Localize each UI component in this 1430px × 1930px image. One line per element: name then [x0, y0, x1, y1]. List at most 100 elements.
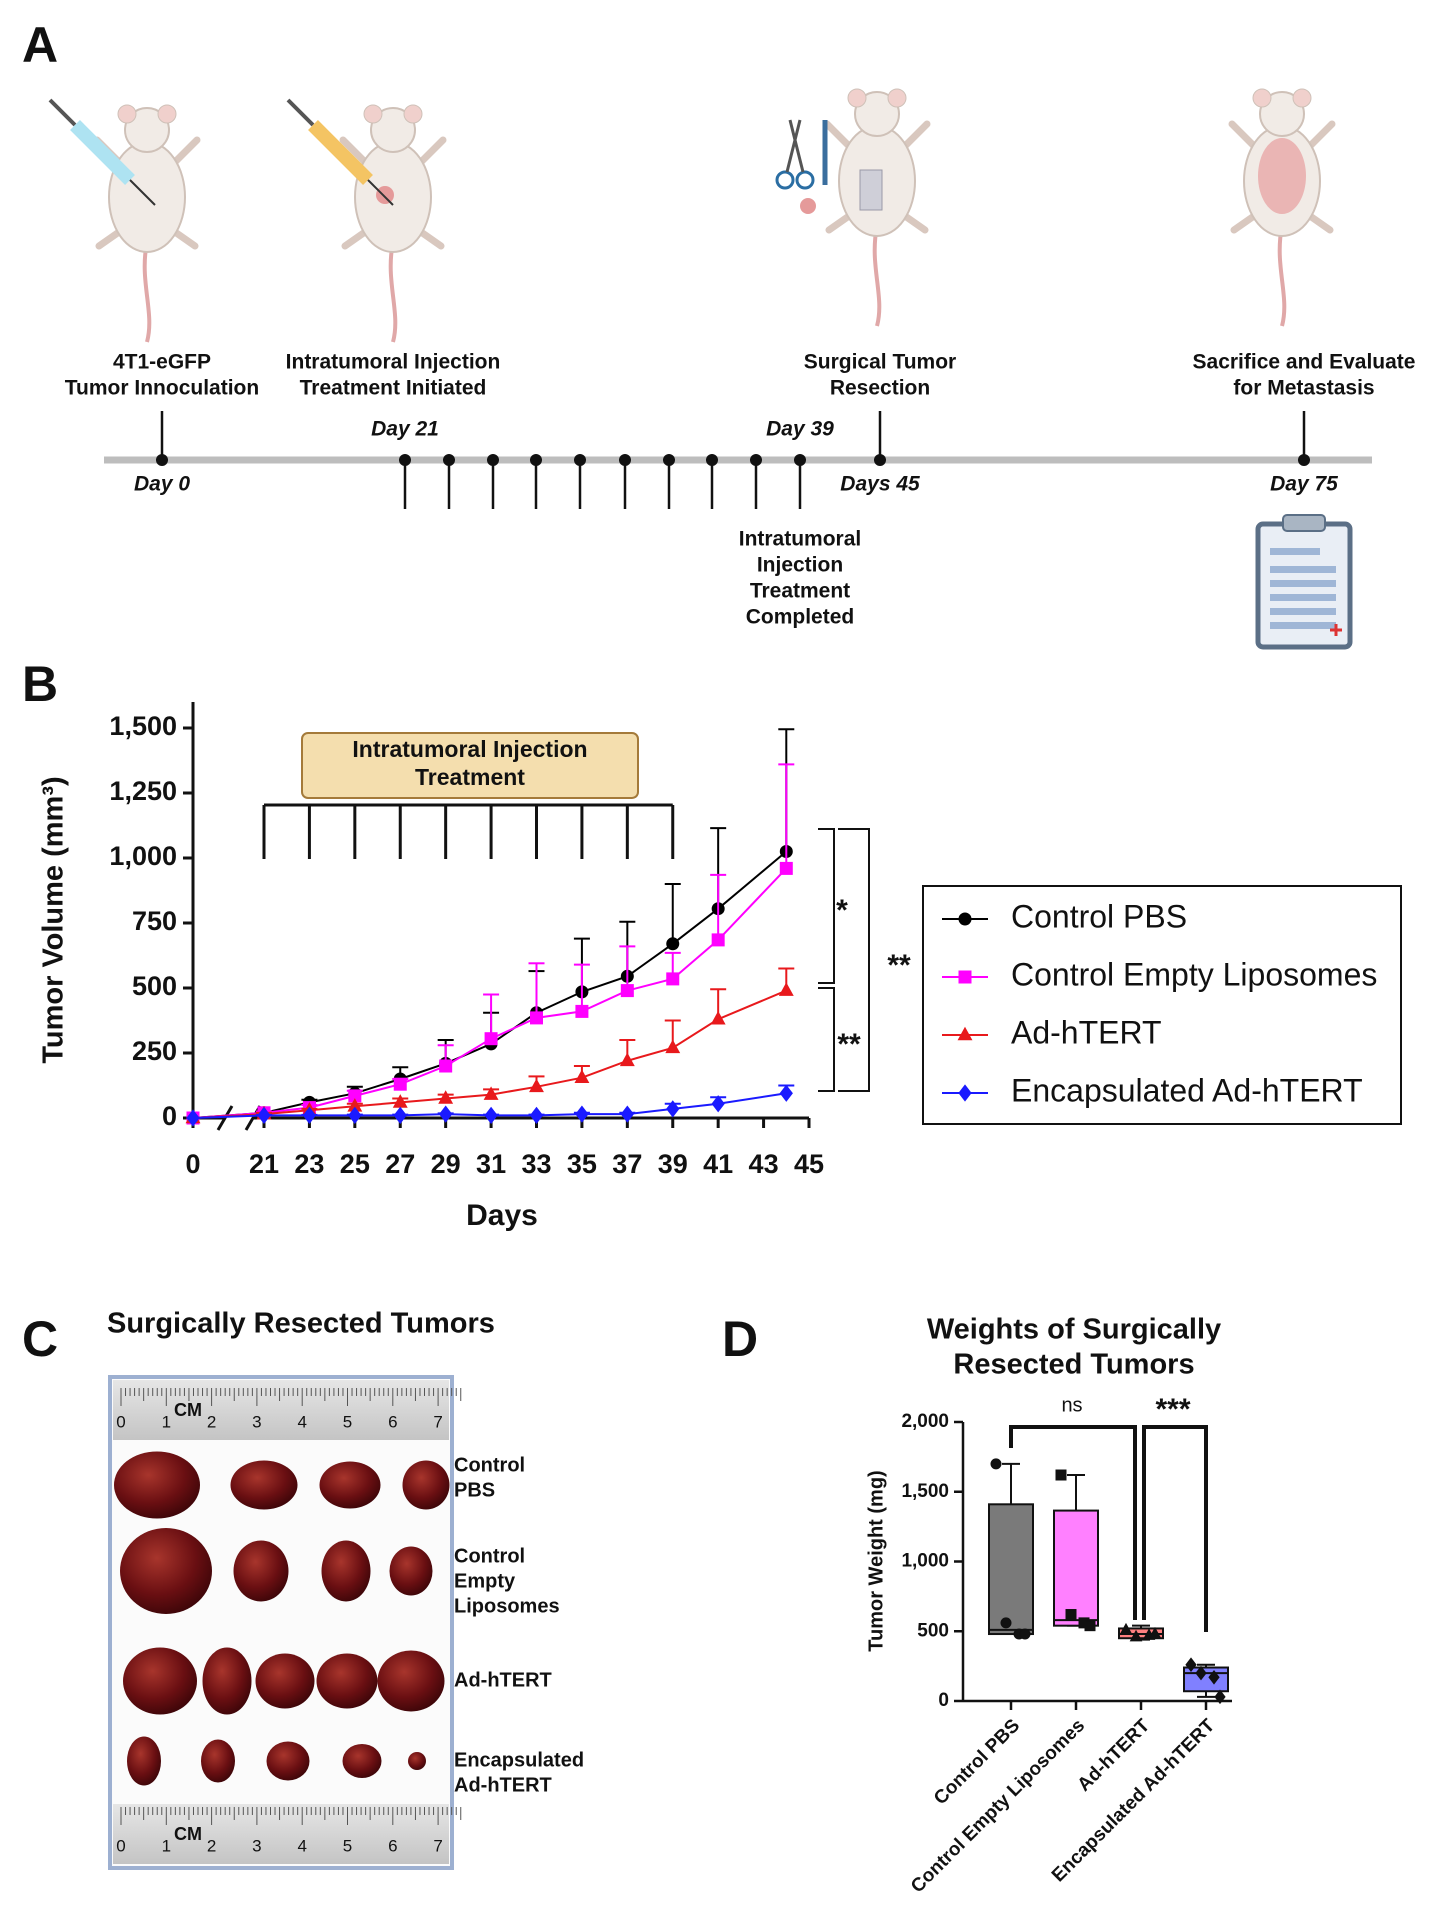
injection-dot: [794, 454, 806, 466]
data-point: [1195, 1665, 1207, 1681]
data-point: [1129, 1629, 1143, 1642]
data-point: [439, 1105, 453, 1123]
ruler-label: 7: [433, 1836, 442, 1855]
data-point: [1065, 1609, 1077, 1621]
tumor: [316, 1653, 378, 1709]
legend-label: Control Empty Liposomes: [1011, 956, 1377, 992]
mouse-ear: [403, 104, 423, 124]
data-point: [1000, 1617, 1012, 1629]
scissors: [795, 170, 815, 190]
ruler-label: 0: [116, 1412, 125, 1431]
mouse-limbs: [339, 136, 447, 250]
legend-marker: [958, 970, 972, 984]
data-point: [186, 1109, 200, 1127]
data-point: [619, 1052, 635, 1067]
ruler-unit: CM: [174, 1400, 202, 1420]
data-point: [484, 1032, 498, 1046]
mouse-head: [124, 107, 170, 153]
ruler-label: 4: [297, 1412, 306, 1431]
row-label: Encapsulated: [454, 1749, 584, 1771]
y-axis-title: Tumor Volume (mm³): [38, 776, 70, 1063]
y-tick-label: 0: [938, 1690, 949, 1711]
ruler-label: 3: [252, 1412, 261, 1431]
y-tick-label: 250: [132, 1036, 177, 1066]
row-label: Ad-hTERT: [454, 1669, 552, 1691]
injection-dot: [443, 454, 455, 466]
ruler-label: 1: [162, 1412, 171, 1431]
y-tick-label: 1,500: [109, 711, 177, 741]
tumor: [201, 1739, 235, 1783]
data-point: [666, 972, 680, 986]
mouse-ear: [847, 88, 867, 108]
tumor: [342, 1744, 382, 1778]
tumor: [402, 1460, 450, 1510]
injection-dot: [399, 454, 411, 466]
data-point: [666, 937, 680, 951]
clipboard-cross: [1330, 624, 1342, 636]
y-tick-label: 1,000: [901, 1551, 949, 1572]
day-label: Day 39: [766, 418, 834, 441]
series-line: [192, 850, 787, 1119]
injection-dot: [706, 454, 718, 466]
legend-box: [922, 885, 1402, 1125]
mouse-icon: [93, 104, 201, 343]
clipboard-line: [1270, 548, 1320, 555]
sig-label: **: [837, 1028, 861, 1061]
milestone-text: Intratumoral Injection: [286, 351, 501, 374]
mouse-tail: [1277, 225, 1287, 327]
x-tick-label: 23: [294, 1149, 324, 1179]
tumor: [377, 1650, 445, 1712]
series-line: [192, 867, 788, 1119]
mouse-icon: [1228, 88, 1336, 327]
sig-label: ***: [1155, 1393, 1190, 1426]
row-label: Ad-hTERT: [454, 1774, 552, 1796]
injection-dot: [574, 454, 586, 466]
milestone-text: Treatment Initiated: [300, 377, 487, 400]
sig-bracket: [838, 828, 870, 1092]
tumor: [120, 1528, 212, 1614]
data-point: [257, 1106, 271, 1125]
y-tick-label: 0: [162, 1101, 177, 1131]
syringe-plunger: [48, 98, 77, 127]
tumor: [123, 1647, 197, 1715]
annotation-box: [301, 732, 639, 799]
y-tick-label: 2,000: [901, 1411, 949, 1432]
row-label: Empty: [454, 1570, 516, 1592]
injection-dot: [530, 454, 542, 466]
x-tick-label: 31: [476, 1149, 506, 1179]
clipboard-line: [1270, 622, 1336, 629]
chart-title: Weights of Surgically: [927, 1314, 1221, 1346]
data-point: [990, 1458, 1002, 1470]
mouse-ear: [363, 104, 383, 124]
sig-label: **: [887, 949, 911, 982]
injection-dot: [663, 454, 675, 466]
legend-label: Ad-hTERT: [1011, 1014, 1162, 1050]
ruler-label: 6: [388, 1412, 397, 1431]
sig-bracket: [818, 828, 835, 1092]
data-point: [779, 861, 793, 875]
y-tick-label: 500: [132, 971, 177, 1001]
data-point: [710, 1010, 726, 1025]
panel-label: B: [22, 656, 58, 712]
tumor: [266, 1741, 310, 1781]
day-label: Day 21: [371, 418, 439, 441]
data-point: [439, 1059, 453, 1073]
legend-marker: [958, 1084, 972, 1102]
syringe-barrel: [70, 120, 135, 185]
y-tick-label: 1,250: [109, 776, 177, 806]
mouse-ear: [887, 88, 907, 108]
clipboard-clip: [1282, 514, 1326, 532]
y-tick-label: 1,000: [109, 841, 177, 871]
completion-text: Intratumoral: [739, 528, 862, 551]
mouse-limbs: [1228, 120, 1336, 234]
data-point: [574, 1069, 590, 1083]
x-tick-label: 21: [249, 1149, 279, 1179]
data-point: [1208, 1669, 1220, 1685]
tumor: [389, 1546, 433, 1596]
data-point: [1055, 1469, 1067, 1481]
x-tick-label: 37: [612, 1149, 642, 1179]
panel-label: A: [22, 17, 58, 73]
milestone-text: Sacrifice and Evaluate: [1193, 351, 1416, 374]
